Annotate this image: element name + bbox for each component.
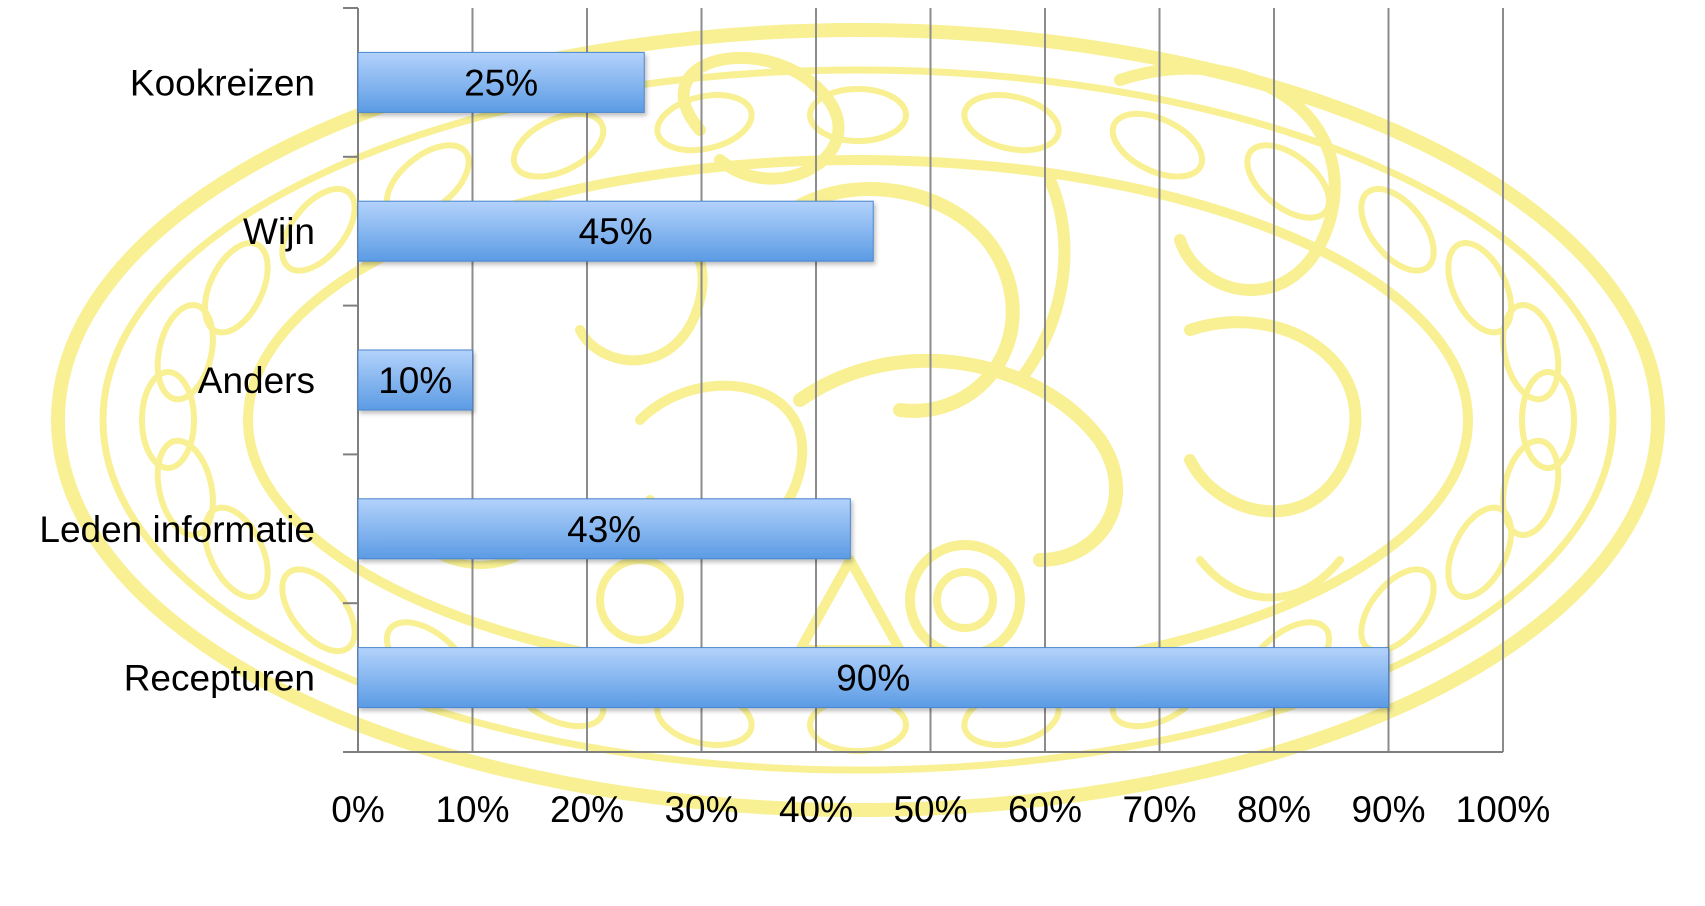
watermark-petal [279,185,358,274]
watermark-petal [1500,437,1562,539]
category-label: Recepturen [124,658,315,699]
watermark-petal [1244,142,1333,221]
watermark-petal [510,110,607,180]
y-axis-ticks [343,7,358,753]
bar [357,51,645,113]
data-labels: 25% 45% 10% 43% 90% [378,62,910,698]
x-tick-label: 90% [1351,789,1425,830]
x-tick-label: 60% [1008,789,1082,830]
watermark-petal [654,92,755,154]
x-tick-label: 0% [331,789,384,830]
category-label: Wijn [243,211,315,252]
bar [357,647,1389,709]
watermark-petal [1358,185,1437,274]
watermark-petal [201,504,271,600]
bar [357,200,874,262]
x-tick-label: 20% [550,789,624,830]
x-tick-label: 10% [435,789,509,830]
watermark-logo [51,23,1665,817]
watermark-petal [807,86,909,144]
x-tick-label: 50% [893,789,967,830]
watermark-petal [154,301,216,403]
watermark-petal [1445,240,1515,336]
category-label: Kookreizen [130,62,315,103]
watermark-petal [1109,110,1206,180]
watermark-petal [1519,369,1577,471]
watermark-petal [201,240,271,336]
bar-data-label: 43% [567,509,641,550]
watermark-petal [1445,504,1515,600]
x-tick-label: 70% [1122,789,1196,830]
gridlines [471,8,1504,752]
watermark-petal [279,566,358,655]
x-tick-label: 80% [1237,789,1311,830]
bar [357,349,473,411]
x-tick-label: 30% [664,789,738,830]
watermark-petal [139,369,197,471]
bar-data-label: 45% [579,211,653,252]
bars [357,51,1389,709]
bar-data-label: 25% [464,62,538,103]
category-labels: Kookreizen Wijn Anders Leden informatie Rece… [39,62,315,698]
watermark-petal [961,92,1062,154]
category-label: Anders [198,360,315,401]
x-tick-label: 100% [1456,789,1551,830]
watermark-petal [1500,301,1562,403]
bar-data-label: 10% [378,360,452,401]
bar-data-label: 90% [836,658,910,699]
x-axis-tick-labels: 0% 10% 20% 30% 40% 50% 60% 70% 80% 90% 100% [331,789,1550,830]
x-tick-label: 40% [779,789,853,830]
watermark-petal [154,437,216,539]
bar [357,498,851,560]
category-label: Leden informatie [39,509,315,550]
